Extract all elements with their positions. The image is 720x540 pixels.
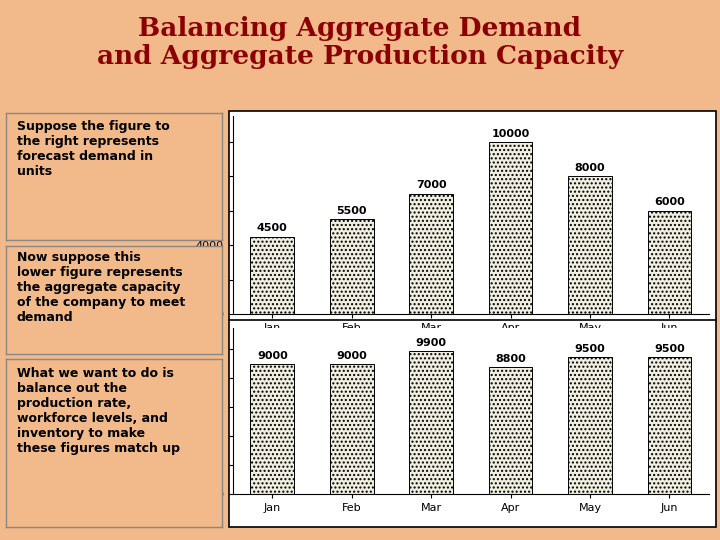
Bar (409, 194, 453, 314)
Bar (251, 237, 294, 314)
Text: 9900: 9900 (415, 338, 446, 348)
Bar (647, 211, 691, 314)
Text: 7000: 7000 (416, 180, 446, 190)
Bar (568, 357, 612, 494)
Text: Balancing Aggregate Demand
and Aggregate Production Capacity: Balancing Aggregate Demand and Aggregate… (97, 16, 623, 69)
Text: 9000: 9000 (257, 351, 288, 361)
Text: 6000: 6000 (654, 198, 685, 207)
Bar (409, 351, 453, 494)
Text: Suppose the figure to
the right represents
forecast demand in
units: Suppose the figure to the right represen… (17, 120, 169, 178)
Text: 10000: 10000 (492, 129, 530, 138)
Text: 9500: 9500 (654, 344, 685, 354)
Bar (647, 357, 691, 494)
Text: 8000: 8000 (575, 163, 606, 173)
Bar (568, 177, 612, 314)
Text: 8800: 8800 (495, 354, 526, 364)
Bar (330, 364, 374, 494)
Text: What we want to do is
balance out the
production rate,
workforce levels, and
inv: What we want to do is balance out the pr… (17, 367, 179, 455)
Text: 9500: 9500 (575, 344, 606, 354)
Text: 4500: 4500 (257, 223, 288, 233)
Text: 9000: 9000 (336, 351, 367, 361)
Bar (489, 142, 533, 314)
Bar (251, 364, 294, 494)
Text: Now suppose this
lower figure represents
the aggregate capacity
of the company t: Now suppose this lower figure represents… (17, 251, 185, 324)
Bar (330, 219, 374, 314)
Bar (489, 367, 533, 494)
Text: 5500: 5500 (336, 206, 367, 216)
